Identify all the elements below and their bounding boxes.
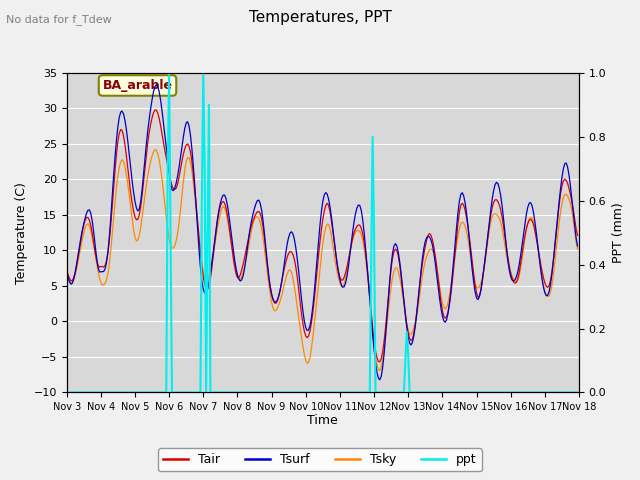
Text: Temperatures, PPT: Temperatures, PPT (248, 10, 392, 24)
Text: No data for f_Tdew: No data for f_Tdew (6, 14, 112, 25)
Y-axis label: Temperature (C): Temperature (C) (15, 182, 28, 284)
X-axis label: Time: Time (307, 414, 338, 427)
Y-axis label: PPT (mm): PPT (mm) (612, 203, 625, 263)
Legend: Tair, Tsurf, Tsky, ppt: Tair, Tsurf, Tsky, ppt (158, 448, 482, 471)
Text: BA_arable: BA_arable (102, 79, 173, 92)
